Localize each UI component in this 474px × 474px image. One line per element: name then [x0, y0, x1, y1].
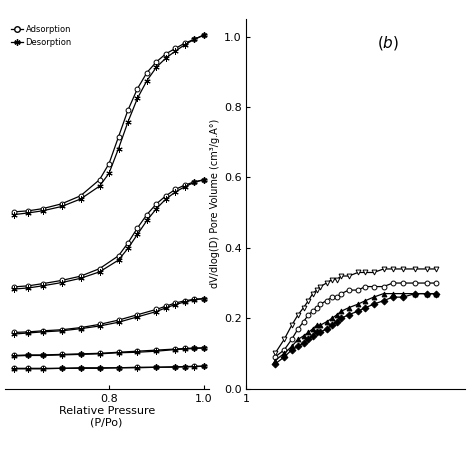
- Text: $\it{(b)}$: $\it{(b)}$: [377, 34, 400, 52]
- Y-axis label: dV/dlog(D) Pore Volume (cm³/g.A°): dV/dlog(D) Pore Volume (cm³/g.A°): [210, 119, 220, 289]
- Legend: Adsorption, Desorption: Adsorption, Desorption: [9, 23, 73, 49]
- X-axis label: Relative Pressure
(P/Po): Relative Pressure (P/Po): [58, 406, 155, 428]
